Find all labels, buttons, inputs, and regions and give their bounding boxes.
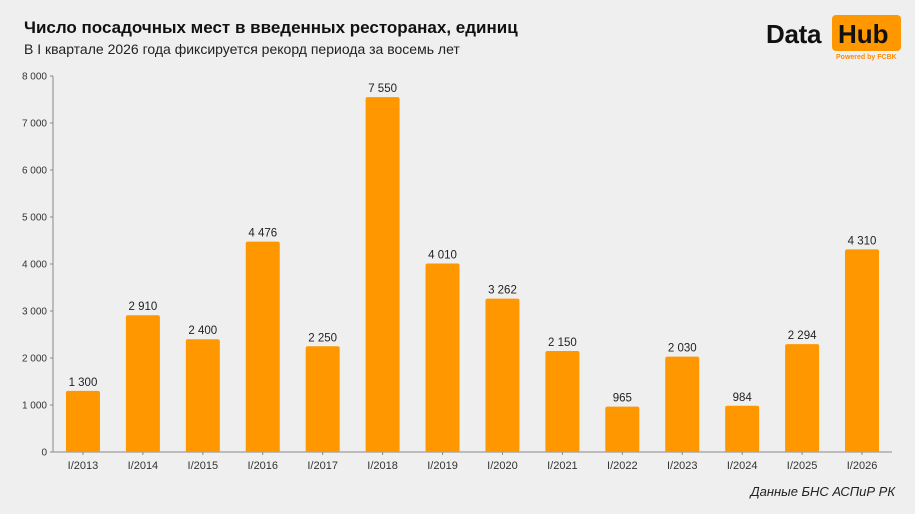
- bar-value-label: 965: [613, 393, 632, 405]
- x-tick-label: I/2018: [367, 460, 398, 472]
- x-tick-label: I/2024: [727, 460, 758, 472]
- datahub-logo: Data Hub Powered by FCBK: [766, 15, 901, 65]
- y-tick-label: 2 000: [22, 354, 47, 365]
- y-tick-label: 3 000: [22, 307, 47, 318]
- bar-value-label: 2 400: [188, 325, 217, 337]
- logo-word-data: Data: [766, 19, 822, 49]
- x-tick-label: I/2023: [667, 460, 698, 472]
- bar-I-2017: [305, 346, 340, 452]
- bar-value-label: 2 250: [308, 332, 337, 344]
- bar-I-2023: [665, 356, 700, 452]
- x-tick-label: I/2026: [847, 460, 878, 472]
- x-tick-label: I/2017: [307, 460, 338, 472]
- bar-value-label: 2 294: [788, 330, 817, 342]
- bar-I-2022: [605, 406, 640, 452]
- x-tick-label: I/2015: [188, 460, 219, 472]
- bar-I-2026: [845, 249, 880, 452]
- y-tick-label: 7 000: [22, 119, 47, 130]
- bar-I-2025: [785, 344, 820, 452]
- bar-value-label: 2 910: [129, 301, 158, 313]
- chart-title: Число посадочных мест в введенных рестор…: [24, 18, 518, 37]
- bar-I-2021: [545, 350, 580, 452]
- bar-I-2020: [485, 298, 520, 452]
- bar-I-2016: [245, 241, 280, 452]
- bar-value-label: 1 300: [69, 377, 98, 389]
- logo-tagline: Powered by FCBK: [836, 54, 897, 61]
- bar-value-label: 4 310: [848, 235, 877, 247]
- y-tick-label: 0: [41, 448, 47, 459]
- chart-subtitle: В I квартале 2026 года фиксируется рекор…: [24, 41, 460, 57]
- x-tick-label: I/2020: [487, 460, 518, 472]
- y-tick-label: 5 000: [22, 213, 47, 224]
- x-tick-label: I/2019: [427, 460, 458, 472]
- bar-I-2019: [425, 263, 460, 452]
- x-tick-label: I/2014: [128, 460, 159, 472]
- y-tick-label: 4 000: [22, 260, 47, 271]
- bar-value-label: 4 010: [428, 250, 457, 262]
- bar-value-label: 984: [733, 392, 753, 404]
- bar-I-2024: [725, 405, 760, 452]
- bar-value-label: 7 550: [368, 83, 397, 95]
- x-tick-label: I/2016: [247, 460, 278, 472]
- bar-I-2015: [185, 339, 220, 452]
- bar-I-2014: [125, 315, 160, 452]
- y-tick-label: 6 000: [22, 166, 47, 177]
- logo-box: Hub: [832, 15, 901, 51]
- bar-value-label: 2 150: [548, 337, 577, 349]
- y-tick-label: 8 000: [22, 72, 47, 83]
- bar-I-2013: [65, 390, 100, 452]
- x-tick-label: I/2025: [787, 460, 818, 472]
- data-source: Данные БНС АСПиР РК: [750, 484, 895, 499]
- bar-value-label: 4 476: [248, 228, 277, 240]
- x-tick-label: I/2022: [607, 460, 638, 472]
- bar-I-2018: [365, 97, 400, 453]
- x-tick-label: I/2021: [547, 460, 578, 472]
- x-tick-label: I/2013: [68, 460, 99, 472]
- logo-word-hub: Hub: [838, 19, 889, 49]
- bar-value-label: 2 030: [668, 343, 697, 355]
- bar-value-label: 3 262: [488, 285, 517, 297]
- y-tick-label: 1 000: [22, 401, 47, 412]
